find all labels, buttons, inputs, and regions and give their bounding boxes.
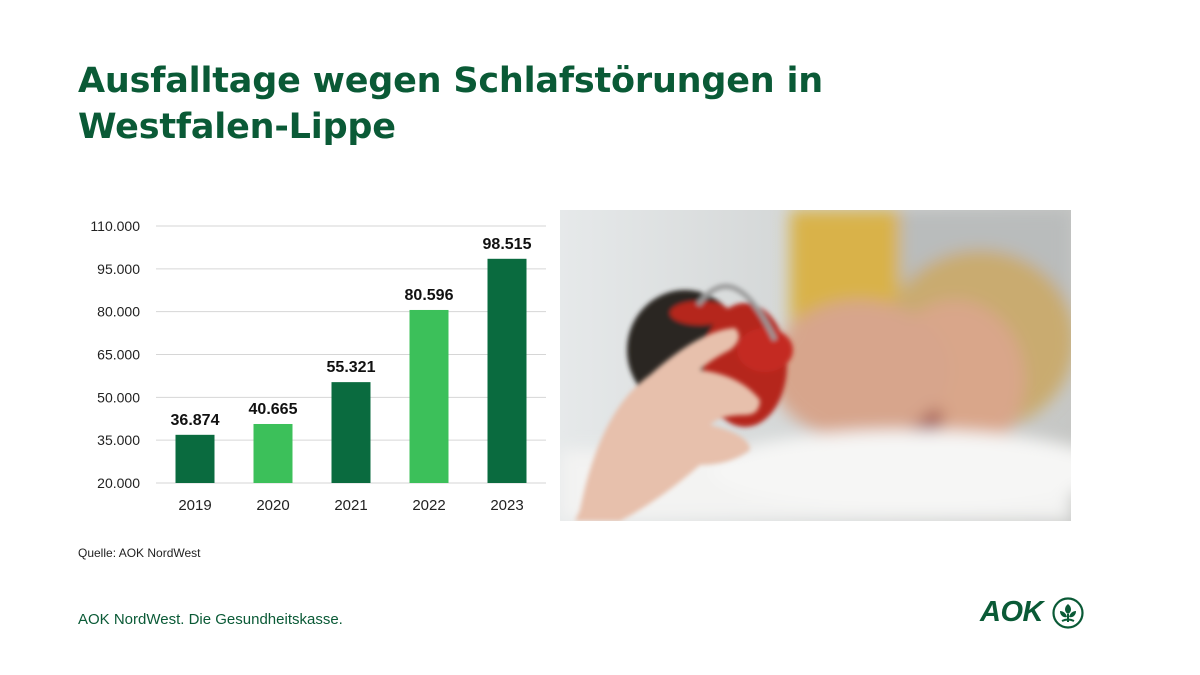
- page-title: Ausfalltage wegen Schlafstörungen in Wes…: [78, 61, 823, 147]
- bar-chart: 20.000 35.000 50.000 65.000 80.000 95.000 110.…: [90, 218, 546, 514]
- x-tick-label: 2020: [256, 497, 289, 514]
- y-tick-label: 20.000: [97, 475, 140, 491]
- data-label: 40.665: [249, 401, 298, 418]
- bar: [409, 309, 449, 483]
- source-note: Quelle: AOK NordWest: [78, 546, 201, 560]
- y-tick-label: 95.000: [97, 261, 140, 277]
- data-label: 55.321: [327, 359, 376, 376]
- y-tick-label: 80.000: [97, 304, 140, 320]
- x-tick-label: 2019: [178, 497, 211, 514]
- bar: [175, 434, 215, 483]
- data-label: 98.515: [483, 236, 532, 253]
- y-tick-label: 65.000: [97, 347, 140, 363]
- y-tick-label: 50.000: [97, 389, 140, 405]
- data-label: 80.596: [405, 287, 454, 304]
- aok-tree-icon: [1052, 597, 1084, 629]
- woman-alarm-clock-photo: [560, 210, 1071, 521]
- bar: [253, 423, 293, 483]
- y-tick-label: 110.000: [90, 218, 140, 234]
- data-label: 36.874: [171, 412, 220, 429]
- logo-text: AOK: [980, 596, 1043, 628]
- y-tick-label: 35.000: [97, 432, 140, 448]
- x-tick-label: 2023: [490, 497, 523, 514]
- bar: [331, 382, 371, 483]
- x-tick-label: 2021: [334, 497, 367, 514]
- bar: [487, 258, 527, 483]
- x-tick-label: 2022: [412, 497, 445, 514]
- aok-logo: AOK: [980, 596, 1090, 632]
- footer-tagline: AOK NordWest. Die Gesundheitskasse.: [78, 611, 343, 628]
